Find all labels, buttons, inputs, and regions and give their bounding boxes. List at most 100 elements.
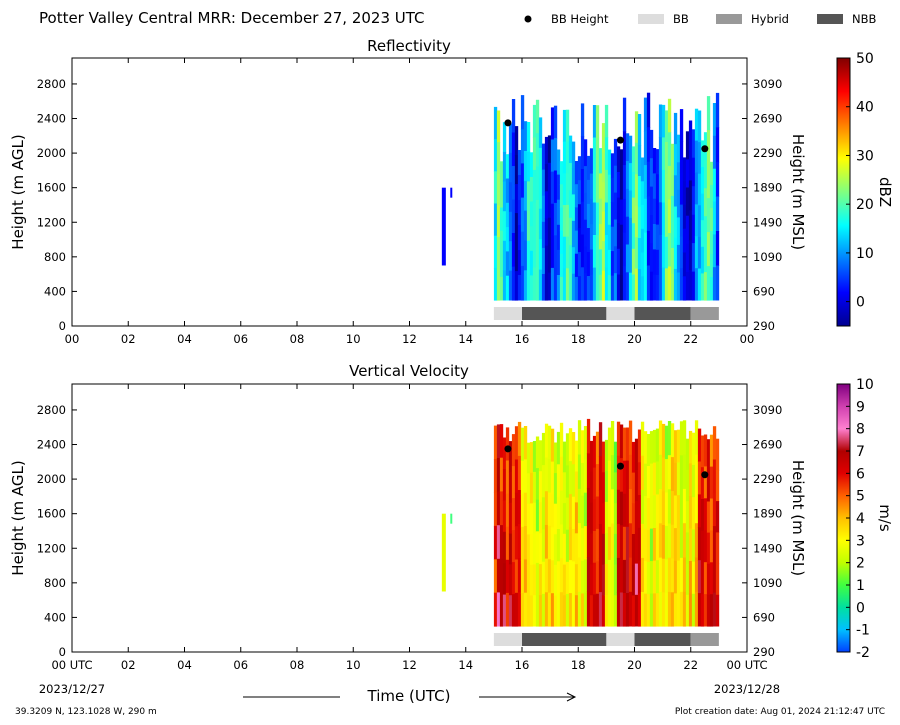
colorbar-tick-label: -2 <box>856 645 870 661</box>
colorbar-tick-label: 20 <box>856 197 874 213</box>
echo-cell <box>583 559 588 594</box>
y-tick-label: 1600 <box>37 181 66 195</box>
echo-cell <box>622 165 627 200</box>
echo-cell <box>550 139 555 173</box>
echo-cell <box>493 592 498 627</box>
echo-cell <box>685 159 690 188</box>
bb-height-point <box>616 136 624 144</box>
echo-cell <box>673 495 678 529</box>
echo-cell <box>619 458 624 493</box>
echo-cell <box>541 169 546 197</box>
echo-cell <box>511 594 516 627</box>
echo-cell <box>703 466 708 499</box>
echo-cell <box>709 530 714 563</box>
echo-cell <box>661 558 666 593</box>
echo-cell <box>598 456 603 491</box>
echo-cell <box>571 247 576 275</box>
echo-cell <box>547 190 552 219</box>
echo-cell <box>649 431 654 465</box>
echo-cell <box>565 497 570 531</box>
echo-cell <box>508 471 513 504</box>
echo-cell <box>700 594 705 627</box>
echo-cell <box>661 202 666 236</box>
echo-cell <box>595 464 600 497</box>
echo-cell <box>625 460 630 495</box>
colorbar-tick-label: 0 <box>856 600 865 616</box>
echo-cell <box>697 173 702 206</box>
echo-cell <box>655 428 660 462</box>
echo-cell <box>505 154 510 179</box>
echo-cell <box>568 494 573 528</box>
echo-cell <box>637 207 642 239</box>
echo-cell <box>541 432 546 466</box>
echo-cell <box>607 460 612 495</box>
echo-cell <box>613 533 618 566</box>
echo-cell <box>574 253 579 278</box>
echo-cell <box>706 198 711 233</box>
echo-cell <box>658 234 663 268</box>
legend-label-hybrid: Hybrid <box>751 12 789 26</box>
echo-cell <box>694 488 699 524</box>
echo-cell <box>685 469 690 502</box>
reflectivity-panel: Reflectivity 00 02 04 06 08 10 12 14 16 18 20 22 000… <box>9 37 894 346</box>
legend-label-bb: BB <box>673 12 689 26</box>
echo-cell <box>553 503 558 535</box>
legend: BB Height BB Hybrid NBB <box>524 12 876 26</box>
y-tick-label-right: 1090 <box>753 250 782 264</box>
echo-cell <box>661 457 666 492</box>
echo-cell <box>607 526 612 561</box>
echo-cell <box>616 197 621 224</box>
echo-cell <box>607 174 612 201</box>
echo-cell <box>583 426 588 460</box>
echo-cell <box>649 463 654 497</box>
echo-cell <box>598 198 603 225</box>
echo-cell <box>610 202 615 228</box>
bb-class-segment <box>493 307 522 320</box>
echo-cell <box>652 173 657 200</box>
echo-cell <box>658 202 663 236</box>
x-tick-label: 10 <box>346 658 361 672</box>
echo-cell <box>562 595 567 627</box>
echo-cell <box>508 564 513 596</box>
echo-cell <box>631 534 636 566</box>
echo-cell <box>556 529 561 562</box>
echo-cell <box>544 164 549 192</box>
echo-cell <box>592 267 597 301</box>
echo-cell <box>553 267 558 301</box>
echo-cell <box>616 172 621 199</box>
echo-cell <box>622 559 627 594</box>
echo-cell <box>664 110 669 143</box>
echo-cell <box>646 562 651 595</box>
echo-cell <box>616 523 621 559</box>
echo-cell <box>706 594 711 627</box>
echo-cell <box>577 557 582 593</box>
echo-cell <box>706 232 711 267</box>
echo-cell <box>526 211 531 242</box>
y-tick-label-right: 3090 <box>753 77 782 91</box>
creation-date-text: Plot creation date: Aug 01, 2024 21:12:4… <box>675 707 885 717</box>
echo-cell <box>532 169 537 203</box>
y-tick-label-right: 2690 <box>753 438 782 452</box>
echo-cell <box>559 422 564 458</box>
echo-cell <box>610 523 615 559</box>
reflectivity-ylabel: Height (m AGL) <box>9 134 27 249</box>
echo-cell <box>661 104 666 138</box>
echo-cell <box>697 205 702 238</box>
x-tick-label: 02 <box>121 658 136 672</box>
echo-cell <box>691 157 696 187</box>
echo-cell <box>553 202 558 236</box>
echo-cell <box>508 270 513 301</box>
echo-cell <box>532 595 537 627</box>
echo-cell <box>496 268 501 301</box>
echo-cell <box>577 523 582 558</box>
echo-cell <box>703 498 708 531</box>
bb-class-segment <box>690 633 719 646</box>
echo-cell <box>634 174 639 207</box>
echo-cell <box>631 441 636 474</box>
echo-cell <box>526 503 531 535</box>
y-tick-label-right: 2690 <box>753 112 782 126</box>
echo-cell <box>574 502 579 534</box>
echo-cell <box>577 454 582 490</box>
echo-cell <box>655 461 660 495</box>
